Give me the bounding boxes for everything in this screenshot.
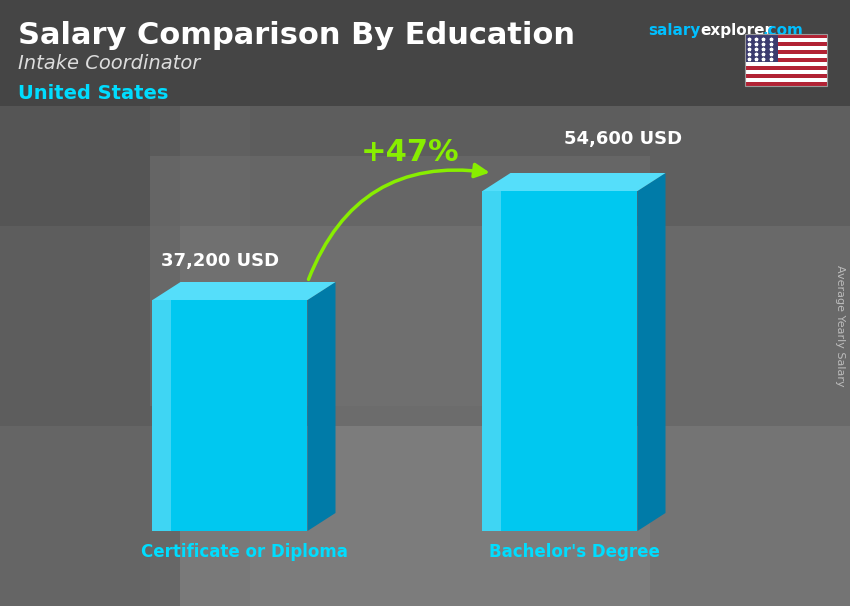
Bar — [0, 0, 850, 106]
Bar — [0, 106, 180, 606]
Bar — [745, 46, 827, 50]
Text: 37,200 USD: 37,200 USD — [161, 252, 279, 270]
Polygon shape — [483, 191, 502, 531]
Text: Bachelor's Degree: Bachelor's Degree — [489, 543, 660, 561]
Bar — [0, 226, 850, 426]
Text: Average Yearly Salary: Average Yearly Salary — [835, 265, 845, 387]
Bar — [0, 426, 850, 606]
Bar — [745, 66, 827, 70]
Bar — [745, 42, 827, 46]
Text: Intake Coordinator: Intake Coordinator — [18, 54, 201, 73]
Bar — [745, 74, 827, 78]
Bar — [650, 106, 850, 606]
Polygon shape — [638, 173, 666, 531]
Polygon shape — [152, 282, 336, 300]
Text: explorer: explorer — [700, 23, 772, 38]
Bar — [745, 38, 827, 42]
Bar — [745, 34, 827, 38]
Bar — [150, 156, 650, 406]
Text: 54,600 USD: 54,600 USD — [564, 130, 682, 148]
Bar — [745, 54, 827, 58]
Polygon shape — [308, 282, 336, 531]
Polygon shape — [483, 191, 638, 531]
Text: .com: .com — [763, 23, 804, 38]
Text: United States: United States — [18, 84, 168, 103]
Text: Certificate or Diploma: Certificate or Diploma — [140, 543, 348, 561]
Bar — [745, 34, 778, 62]
Bar — [0, 0, 850, 226]
Text: salary: salary — [648, 23, 700, 38]
Bar — [745, 34, 827, 86]
Bar — [745, 62, 827, 66]
Polygon shape — [483, 173, 666, 191]
Bar — [745, 58, 827, 62]
Polygon shape — [152, 300, 308, 531]
Polygon shape — [152, 300, 171, 531]
Bar — [745, 50, 827, 54]
Text: +47%: +47% — [360, 138, 459, 167]
Bar — [745, 78, 827, 82]
Bar — [745, 82, 827, 86]
Bar — [150, 106, 250, 606]
Text: Salary Comparison By Education: Salary Comparison By Education — [18, 21, 575, 50]
Bar — [745, 70, 827, 74]
